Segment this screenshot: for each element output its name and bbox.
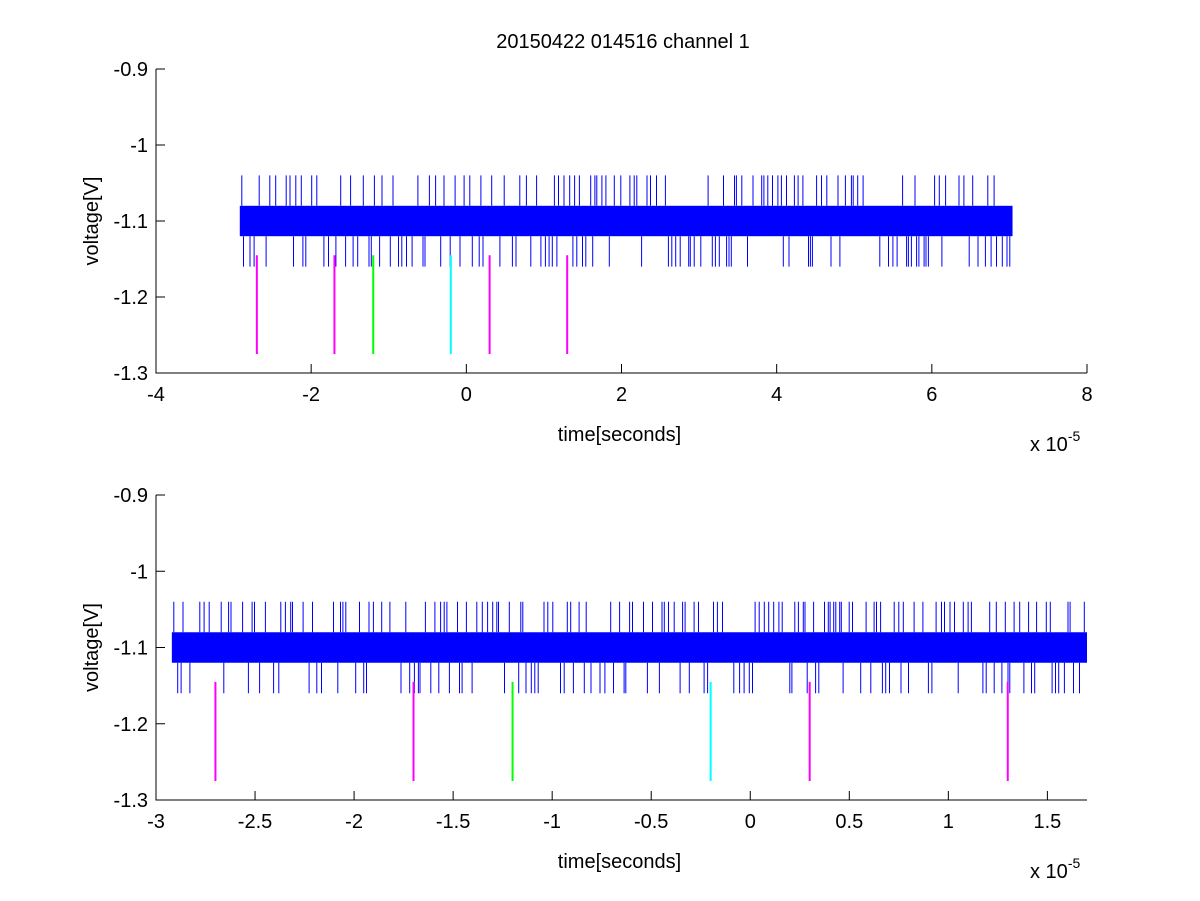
x-exponent-label: x 10-5	[1030, 428, 1080, 456]
x-tick-label: 0	[461, 384, 472, 406]
x-axis-label: time[seconds]	[558, 424, 681, 446]
voltage-signal	[239, 175, 1013, 267]
x-tick-label: 1	[943, 811, 954, 833]
y-tick-label: -0.9	[114, 59, 148, 81]
x-tick-label: 6	[926, 384, 937, 406]
y-tick-label: -1	[130, 561, 148, 583]
y-tick-label: -1.3	[114, 363, 148, 385]
signal-band	[239, 205, 1013, 237]
x-tick-label: 2	[616, 384, 627, 406]
x-tick-label: -4	[147, 384, 165, 406]
x-exponent-label: x 10-5	[1030, 855, 1080, 883]
y-axis-label: voltage[V]	[81, 603, 103, 692]
y-tick-label: -0.9	[114, 485, 148, 507]
x-tick-label: 1.5	[1033, 811, 1061, 833]
x-tick-label: -0.5	[634, 811, 668, 833]
signal-spikes	[173, 601, 1085, 694]
x-tick-label: -2.5	[238, 811, 272, 833]
x-tick-label: -3	[147, 811, 165, 833]
y-tick-label: -1.1	[114, 211, 148, 233]
x-tick-label: 8	[1081, 384, 1092, 406]
x-tick-label: -2	[345, 811, 363, 833]
x-tick-label: -2	[302, 384, 320, 406]
x-tick-label: -1	[543, 811, 561, 833]
y-tick-label: -1.2	[114, 287, 148, 309]
x-tick-label: 0	[745, 811, 756, 833]
y-axis-label: voltage[V]	[81, 177, 103, 266]
y-tick-label: -1.1	[114, 638, 148, 660]
y-tick-label: -1.2	[114, 714, 148, 736]
bottom-axes: -3 -2.5 -2 -1.5 -1 -0.5 0 0.5 1 1.5 -0.9 -1 -1.1 -1.2…	[81, 485, 1087, 883]
voltage-signal	[171, 601, 1087, 694]
x-axis-label: time[seconds]	[558, 851, 681, 873]
top-axes: -4 -2 0 2 4 6 8 -0.9 -1 -1.1 -1.2 -1.3 time[seconds]…	[81, 59, 1093, 456]
x-tick-label: 0.5	[835, 811, 863, 833]
signal-band	[171, 632, 1087, 663]
figure-title: 20150422 014516 channel 1	[496, 31, 750, 53]
y-tick-label: -1	[130, 135, 148, 157]
x-tick-label: 4	[771, 384, 782, 406]
x-tick-label: -1.5	[436, 811, 470, 833]
y-tick-label: -1.3	[114, 790, 148, 812]
signal-spikes	[241, 175, 1011, 267]
